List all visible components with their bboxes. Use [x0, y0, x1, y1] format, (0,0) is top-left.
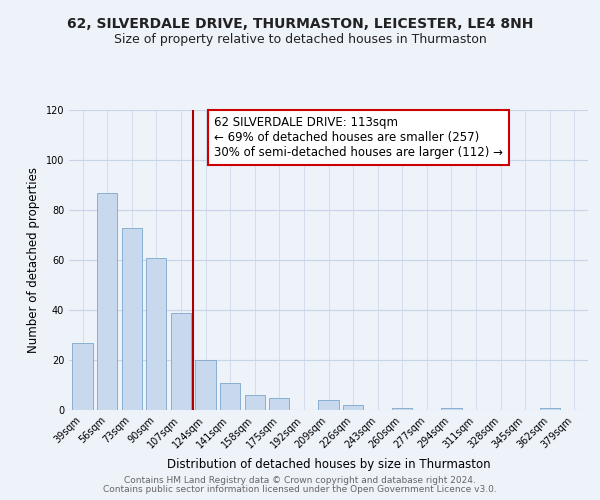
Text: Size of property relative to detached houses in Thurmaston: Size of property relative to detached ho…	[113, 32, 487, 46]
Bar	[540, 408, 560, 410]
Bar	[245, 395, 265, 410]
Text: Contains HM Land Registry data © Crown copyright and database right 2024.: Contains HM Land Registry data © Crown c…	[124, 476, 476, 485]
Y-axis label: Number of detached properties: Number of detached properties	[27, 167, 40, 353]
X-axis label: Distribution of detached houses by size in Thurmaston: Distribution of detached houses by size …	[167, 458, 490, 471]
Bar	[73, 342, 92, 410]
Text: Contains public sector information licensed under the Open Government Licence v3: Contains public sector information licen…	[103, 485, 497, 494]
Bar	[343, 405, 363, 410]
Bar	[319, 400, 338, 410]
Bar	[97, 192, 117, 410]
Text: 62, SILVERDALE DRIVE, THURMASTON, LEICESTER, LE4 8NH: 62, SILVERDALE DRIVE, THURMASTON, LEICES…	[67, 18, 533, 32]
Bar	[146, 258, 166, 410]
Bar	[171, 312, 191, 410]
Bar	[220, 382, 240, 410]
Text: 62 SILVERDALE DRIVE: 113sqm
← 69% of detached houses are smaller (257)
30% of se: 62 SILVERDALE DRIVE: 113sqm ← 69% of det…	[214, 116, 503, 159]
Bar	[122, 228, 142, 410]
Bar	[196, 360, 215, 410]
Bar	[269, 398, 289, 410]
Bar	[392, 408, 412, 410]
Bar	[442, 408, 461, 410]
